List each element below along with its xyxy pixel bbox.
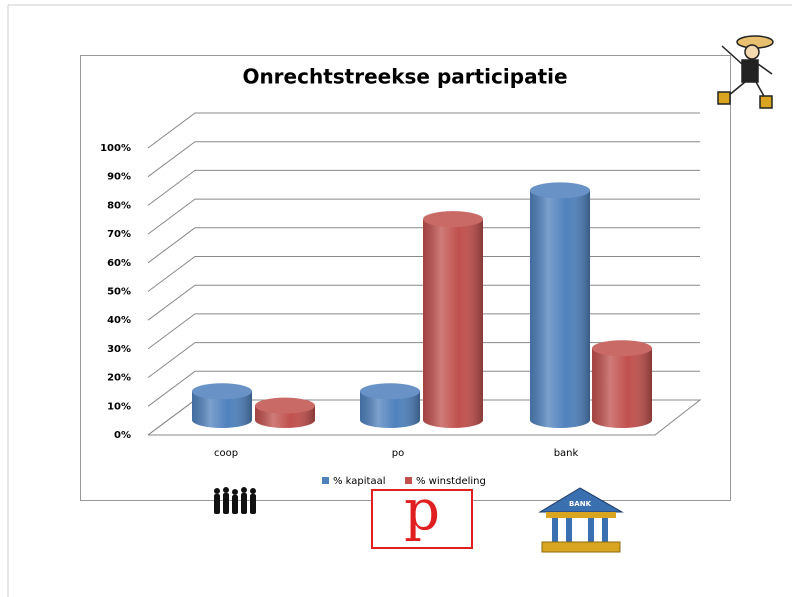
y-tick-label: 30% bbox=[107, 344, 131, 355]
legend-swatch bbox=[322, 477, 329, 484]
x-tick-label: coop bbox=[214, 448, 238, 459]
legend-label: % kapitaal bbox=[333, 476, 386, 487]
bar-cap-light bbox=[592, 340, 652, 356]
y-tick-label: 70% bbox=[107, 229, 131, 240]
y-tick-label: 10% bbox=[107, 401, 131, 412]
bar-shade bbox=[592, 348, 652, 428]
bar-cap-light bbox=[360, 383, 420, 399]
chart-frame bbox=[81, 56, 731, 501]
y-tick-label: 80% bbox=[107, 200, 131, 211]
y-tick-label: 40% bbox=[107, 315, 131, 326]
x-tick-label: po bbox=[392, 448, 404, 459]
x-tick-label: bank bbox=[554, 448, 579, 459]
slide: Onrechtstreekse participatie 0% 10% 20% 30%… bbox=[0, 0, 792, 597]
bar-shade bbox=[530, 190, 590, 428]
y-tick-label: 100% bbox=[100, 143, 131, 154]
bar-cap-light bbox=[530, 182, 590, 198]
y-tick-label: 60% bbox=[107, 258, 131, 269]
bank-sign: BANK bbox=[569, 500, 592, 508]
y-tick-label: 0% bbox=[114, 430, 131, 441]
y-tick-label: 90% bbox=[107, 172, 131, 183]
logo-letter: p bbox=[404, 479, 440, 544]
legend-label: % winstdeling bbox=[416, 476, 486, 487]
bar-shade bbox=[423, 219, 483, 428]
y-tick-label: 20% bbox=[107, 373, 131, 384]
bar-cap-light bbox=[192, 383, 252, 399]
bar-cap-light bbox=[423, 211, 483, 227]
chart-title: Onrechtstreekse participatie bbox=[242, 65, 567, 89]
bar-cap-light bbox=[255, 398, 315, 414]
y-tick-label: 50% bbox=[107, 287, 131, 298]
legend-swatch bbox=[405, 477, 412, 484]
